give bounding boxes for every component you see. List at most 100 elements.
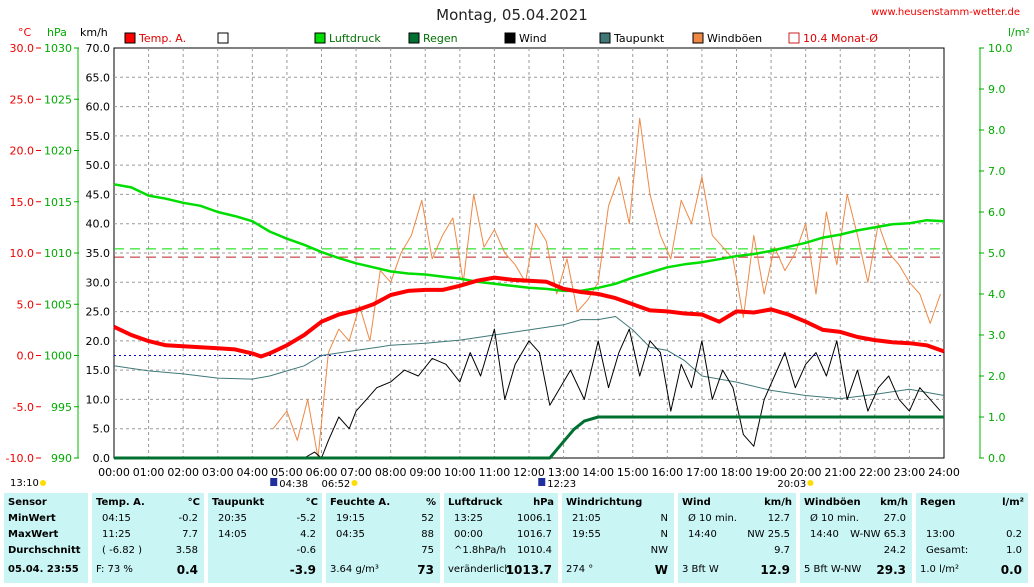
temp-footer-label: F: 73 %	[96, 564, 133, 575]
temp-tick-label: 30.0	[10, 42, 35, 55]
wind-row-1-label: 14:40	[688, 529, 717, 540]
dew-title: Taupunkt	[212, 497, 265, 508]
wind-tick-label: 35.0	[86, 247, 111, 260]
x-tick-label: 04:00	[236, 466, 268, 479]
dew-row-2-value: -0.6	[296, 545, 316, 556]
statistics-panel: Sensor MinWert MaxWert Durchschnitt 05.0…	[0, 487, 1034, 587]
wind-tick-label: 60.0	[86, 101, 111, 114]
gust-row-1-label: 14:40	[810, 529, 839, 540]
rain-tick-label: 5.0	[988, 247, 1006, 260]
dew-row-1-label: 14:05	[218, 529, 247, 540]
hum-title: Feuchte A.	[330, 497, 391, 508]
temp-tick-label: 10.0	[10, 247, 35, 260]
press-row-0-value: 1006.1	[517, 513, 552, 524]
temp-tick-label: -5.0	[13, 401, 34, 414]
x-tick-label: 11:00	[479, 466, 511, 479]
x-tick-label: 20:00	[790, 466, 822, 479]
dew-row-0-label: 20:35	[218, 513, 247, 524]
x-tick-label: 08:00	[375, 466, 407, 479]
rain-footer-label: 1.0 l/m²	[920, 564, 959, 575]
sunset-icon	[807, 480, 814, 486]
rain-unit: l/m²	[1008, 26, 1030, 39]
press-row-1-value: 1016.7	[517, 529, 552, 540]
rain-tick-label: 7.0	[988, 165, 1006, 178]
hum-unit: %	[425, 497, 436, 508]
wind-footer-value: 12.9	[760, 563, 790, 577]
series-windb-en	[272, 117, 941, 459]
hum-row-0-label: 19:15	[336, 513, 365, 524]
winddirection-panel: Windrichtung 21:05 N 19:55 N NW 274 ° W	[562, 493, 674, 583]
pressure-tick-label: 1005	[44, 298, 72, 311]
row-label-min: MinWert	[8, 513, 56, 524]
wind-row-0-label: Ø 10 min.	[688, 513, 737, 524]
series-luftdruck	[113, 183, 945, 293]
legend-label: Regen	[423, 32, 458, 45]
rain-row-1-value: 0.2	[1006, 529, 1022, 540]
sensor-panel: Sensor MinWert MaxWert Durchschnitt 05.0…	[4, 493, 88, 583]
x-tick-label: 17:00	[686, 466, 718, 479]
x-tick-label: 21:00	[824, 466, 856, 479]
pressure-tick-label: 1025	[44, 93, 72, 106]
temp-tick-label: -10.0	[6, 452, 34, 465]
dewpoint-panel: Taupunkt °C 20:35 -5.2 14:05 4.2 -0.6 -3.9	[208, 493, 322, 583]
wind-tick-label: 30.0	[86, 276, 111, 289]
x-tick-label: 18:00	[721, 466, 753, 479]
wind-tick-label: 65.0	[86, 71, 111, 84]
wind-unit: km/h	[764, 497, 792, 508]
moonrise-icon	[351, 480, 358, 486]
series-wind	[273, 328, 941, 459]
x-tick-label: 05:00	[271, 466, 303, 479]
legend-swatch	[408, 32, 420, 44]
rain-unit: l/m²	[1002, 497, 1024, 508]
current-datetime: 05.04. 23:55	[8, 564, 79, 575]
weather-chart: 00:00 01:00 02:00 03:00 04:00 05:00 06:00 07:00…	[6, 6, 1030, 487]
dir-footer-label: 274 °	[566, 564, 594, 575]
dew-row-0-value: -5.2	[296, 513, 316, 524]
temp-tick-label: 0.0	[17, 350, 35, 363]
rain-tick-label: 6.0	[988, 206, 1006, 219]
hum-footer-value: 73	[417, 563, 434, 577]
temp-panel: Temp. A. °C 04:15 -0.2 11:25 7.7 ( -6.82 ) 3.58…	[92, 493, 204, 583]
legend-swatch	[599, 32, 611, 44]
hum-row-1-value: 88	[421, 529, 434, 540]
rain-tick-label: 1.0	[988, 411, 1006, 424]
moonrise-time: 06:52	[321, 479, 350, 487]
pressure-tick-label: 1010	[44, 247, 72, 260]
temp-row-0-label: 04:15	[102, 513, 131, 524]
wind-tick-label: 15.0	[86, 364, 111, 377]
x-tick-label: 02:00	[167, 466, 199, 479]
hum-footer-label: 3.64 g/m³	[330, 564, 379, 575]
rain-title: Regen	[920, 497, 956, 508]
dew-unit: °C	[305, 497, 318, 508]
legend-label: Temp. A.	[138, 32, 186, 45]
x-tick-label: 19:00	[755, 466, 787, 479]
wind-panel: Wind km/h Ø 10 min. 12.7 14:40 NW 25.5 9.7 3 Bf…	[678, 493, 796, 583]
rain-row-2-value: 1.0	[1006, 545, 1022, 556]
x-tick-label: 13:00	[548, 466, 580, 479]
x-tick-label: 22:00	[859, 466, 891, 479]
left-time-label: 13:10	[10, 478, 39, 487]
wind-tick-label: 5.0	[93, 423, 111, 436]
press-row-1-label: 00:00	[454, 529, 483, 540]
wind-tick-label: 20.0	[86, 335, 111, 348]
sunset-time: 20:03	[777, 479, 806, 487]
legend-label: Windböen	[707, 32, 762, 45]
x-tick-label: 12:00	[513, 466, 545, 479]
dew-footer-value: -3.9	[289, 563, 316, 577]
press-row-2-value: 1010.4	[517, 545, 552, 556]
x-tick-label: 00:00	[98, 466, 130, 479]
temp-footer-value: 0.4	[176, 563, 198, 577]
wind-footer-label: 3 Bft W	[682, 564, 719, 575]
pressure-tick-label: 1020	[44, 145, 72, 158]
x-tick-label: 15:00	[617, 466, 649, 479]
pressure-tick-label: 995	[51, 401, 72, 414]
rain-tick-label: 0.0	[988, 452, 1006, 465]
temp-tick-label: 25.0	[10, 93, 35, 106]
legend-label: 10.4 Monat-Ø	[803, 32, 878, 45]
wind-tick-label: 70.0	[86, 42, 111, 55]
wind-tick-label: 55.0	[86, 130, 111, 143]
press-row-0-label: 13:25	[454, 513, 483, 524]
pressure-tick-label: 1000	[44, 350, 72, 363]
x-tick-label: 01:00	[133, 466, 165, 479]
wind-tick-label: 40.0	[86, 218, 111, 231]
